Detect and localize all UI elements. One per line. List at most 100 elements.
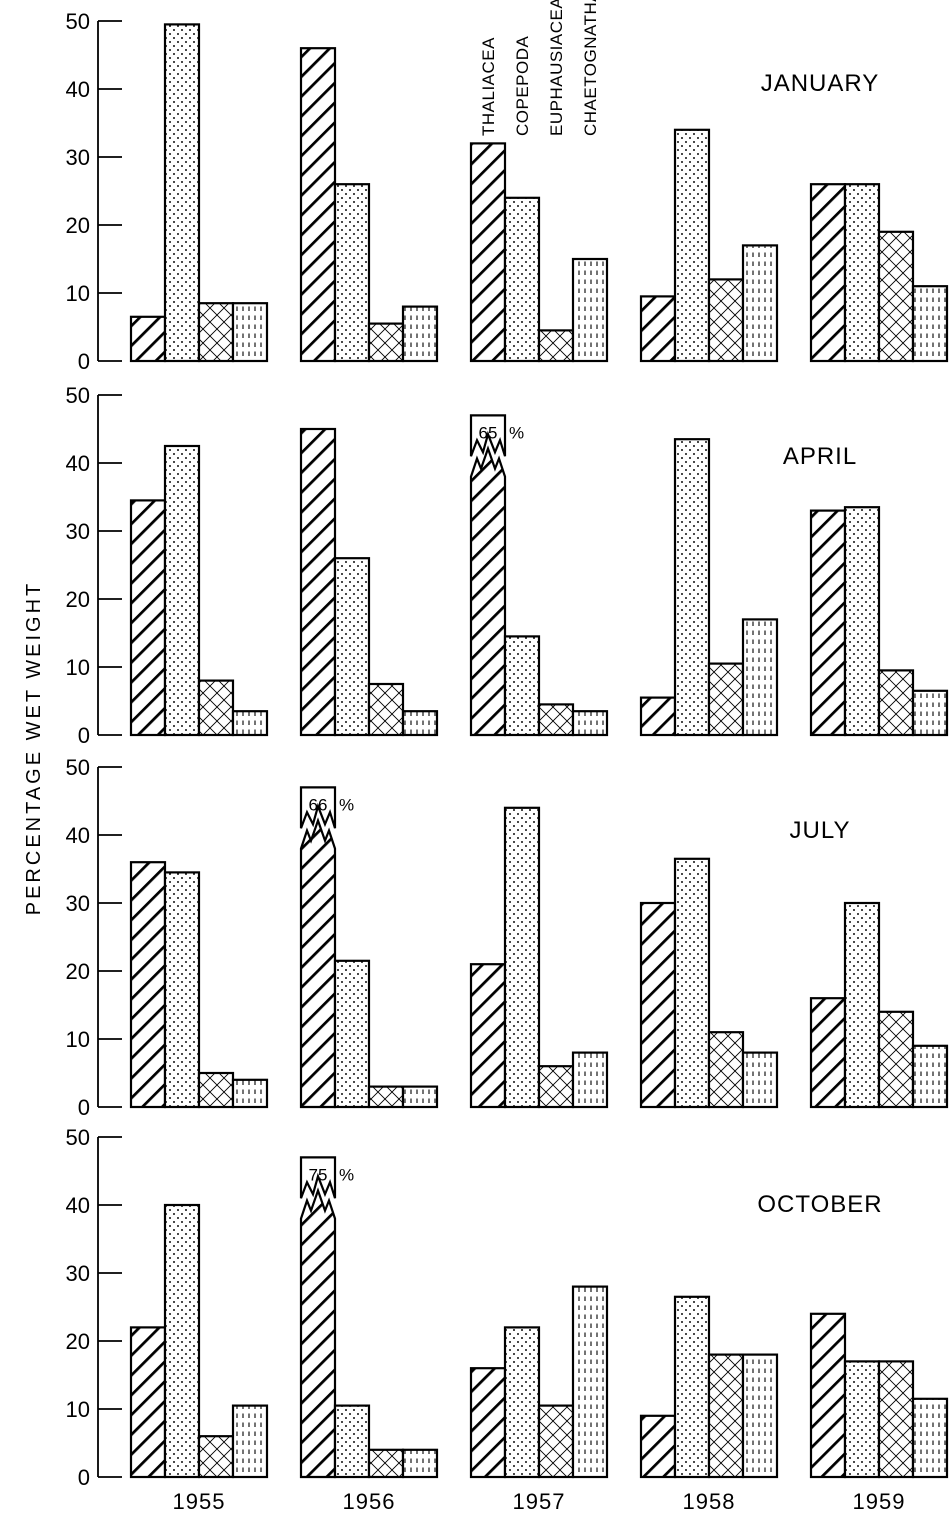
bar-thaliacea-1959 <box>809 1312 847 1479</box>
annotation-value: 65 <box>479 423 498 442</box>
panel-july: 0 10 20 30 40 50 JULY 66% <box>66 755 949 1120</box>
bar-thaliacea-1956 <box>299 427 337 737</box>
y-tick-label: 10 <box>66 1027 90 1052</box>
bar-chaetognatha-1956 <box>401 305 439 363</box>
bar-euphausiacea-1958 <box>707 1031 745 1109</box>
bar-copepoda-1959 <box>843 1360 881 1479</box>
bar-chaetognatha-1957 <box>571 257 609 363</box>
bar-break-thaliacea-1956 <box>299 786 337 829</box>
bar-copepoda-1955 <box>163 444 201 737</box>
bar-euphausiacea-1955 <box>197 302 235 363</box>
bar-chaetognatha-1959 <box>911 1397 949 1479</box>
bar-euphausiacea-1959 <box>877 1360 915 1479</box>
y-tick-label: 50 <box>66 755 90 780</box>
bar-thaliacea-1958 <box>639 1414 677 1479</box>
bar-chaetognatha-1958 <box>741 1353 779 1479</box>
bar-copepoda-1957 <box>503 806 541 1109</box>
bar-chaetognatha-1959 <box>911 285 949 363</box>
panel-october: 0 10 20 30 40 50 OCTOBER 75% <box>66 1125 949 1490</box>
bar-break-thaliacea-1957 <box>469 414 507 457</box>
bar-euphausiacea-1958 <box>707 662 745 737</box>
bar-copepoda-1957 <box>503 635 541 737</box>
bar-copepoda-1955 <box>163 23 201 363</box>
bar-euphausiacea-1959 <box>877 1010 915 1109</box>
bar-chaetognatha-1959 <box>911 689 949 737</box>
bar-thaliacea-1955 <box>129 1326 167 1479</box>
bar-chaetognatha-1955 <box>231 1078 269 1109</box>
panel-january: 0 10 20 30 40 50 JANUARY <box>66 9 949 374</box>
bar-euphausiacea-1957 <box>537 329 575 363</box>
bar-euphausiacea-1956 <box>367 682 405 737</box>
bar-thaliacea-1959 <box>809 997 847 1109</box>
y-tick-label: 10 <box>66 655 90 680</box>
bar-copepoda-1958 <box>673 857 711 1109</box>
bar-euphausiacea-1956 <box>367 322 405 363</box>
bar-break-thaliacea-1956 <box>299 1156 337 1199</box>
bar-chaetognatha-1959 <box>911 1044 949 1109</box>
bar-copepoda-1956 <box>333 1404 371 1479</box>
bar-chaetognatha-1955 <box>231 1404 269 1479</box>
bar-thaliacea-1955 <box>129 315 167 363</box>
y-tick-label: 0 <box>78 1465 90 1490</box>
bar-euphausiacea-1957 <box>537 1065 575 1109</box>
bar-copepoda-1959 <box>843 901 881 1109</box>
bar-chaetognatha-1957 <box>571 1051 609 1109</box>
y-tick-label: 20 <box>66 587 90 612</box>
bar-copepoda-1958 <box>673 438 711 737</box>
bar-euphausiacea-1956 <box>367 1448 405 1479</box>
y-tick-label: 30 <box>66 1261 90 1286</box>
bar-thaliacea-1958 <box>639 696 677 737</box>
y-tick-label: 30 <box>66 145 90 170</box>
bar-copepoda-1959 <box>843 183 881 363</box>
y-tick-label: 40 <box>66 1193 90 1218</box>
y-tick-label: 20 <box>66 959 90 984</box>
bar-thaliacea-1957 <box>469 963 507 1109</box>
bar-euphausiacea-1958 <box>707 1353 745 1479</box>
bar-chaetognatha-1956 <box>401 1085 439 1109</box>
bar-chaetognatha-1958 <box>741 244 779 363</box>
bar-thaliacea-1957 <box>469 142 507 363</box>
bar-copepoda-1956 <box>333 959 371 1109</box>
bar-euphausiacea-1957 <box>537 703 575 737</box>
bar-euphausiacea-1958 <box>707 278 745 363</box>
legend-entry-thaliacea: THALIACEA <box>479 37 498 136</box>
bar-thaliacea-1956 <box>299 1187 337 1479</box>
bar-euphausiacea-1959 <box>877 669 915 737</box>
x-tick-label-1956: 1956 <box>343 1489 396 1514</box>
bar-copepoda-1958 <box>673 128 711 363</box>
panel-title: OCTOBER <box>757 1191 882 1218</box>
bar-copepoda-1956 <box>333 557 371 737</box>
y-tick-label: 50 <box>66 383 90 408</box>
bar-chaetognatha-1955 <box>231 710 269 737</box>
x-tick-label-1958: 1958 <box>683 1489 736 1514</box>
panel-title: JANUARY <box>761 70 880 97</box>
bar-thaliacea-1957 <box>469 445 507 737</box>
bar-copepoda-1956 <box>333 183 371 363</box>
bar-euphausiacea-1959 <box>877 230 915 363</box>
annotation-value: 66 <box>309 795 328 814</box>
bar-thaliacea-1959 <box>809 509 847 737</box>
bar-chaetognatha-1958 <box>741 618 779 737</box>
y-tick-label: 30 <box>66 891 90 916</box>
y-tick-label: 40 <box>66 77 90 102</box>
panels: 0 10 20 30 40 50 JANUARY 0 10 20 30 40 50 APRIL 65 % 0 10… <box>66 9 949 1490</box>
y-tick-label: 0 <box>78 723 90 748</box>
legend: THALIACEA COPEPODA EUPHAUSIACEA CHAETOGNATH… <box>479 0 600 136</box>
annotation-suffix: % <box>509 423 524 442</box>
y-tick-label: 20 <box>66 1329 90 1354</box>
bar-chaetognatha-1957 <box>571 710 609 737</box>
y-tick-label: 0 <box>78 349 90 374</box>
bar-thaliacea-1958 <box>639 295 677 363</box>
bar-copepoda-1957 <box>503 1326 541 1479</box>
bar-thaliacea-1956 <box>299 47 337 363</box>
y-tick-label: 20 <box>66 213 90 238</box>
legend-entry-copepoda: COPEPODA <box>513 35 532 136</box>
annotation-suffix: % <box>339 795 354 814</box>
y-axis-label: PERCENTAGE WET WEIGHT <box>23 581 45 916</box>
y-tick-label: 30 <box>66 519 90 544</box>
panel-april: 0 10 20 30 40 50 APRIL 65% <box>66 383 949 748</box>
x-tick-label-1955: 1955 <box>173 1489 226 1514</box>
y-tick-label: 10 <box>66 1397 90 1422</box>
bar-thaliacea-1957 <box>469 1367 507 1479</box>
